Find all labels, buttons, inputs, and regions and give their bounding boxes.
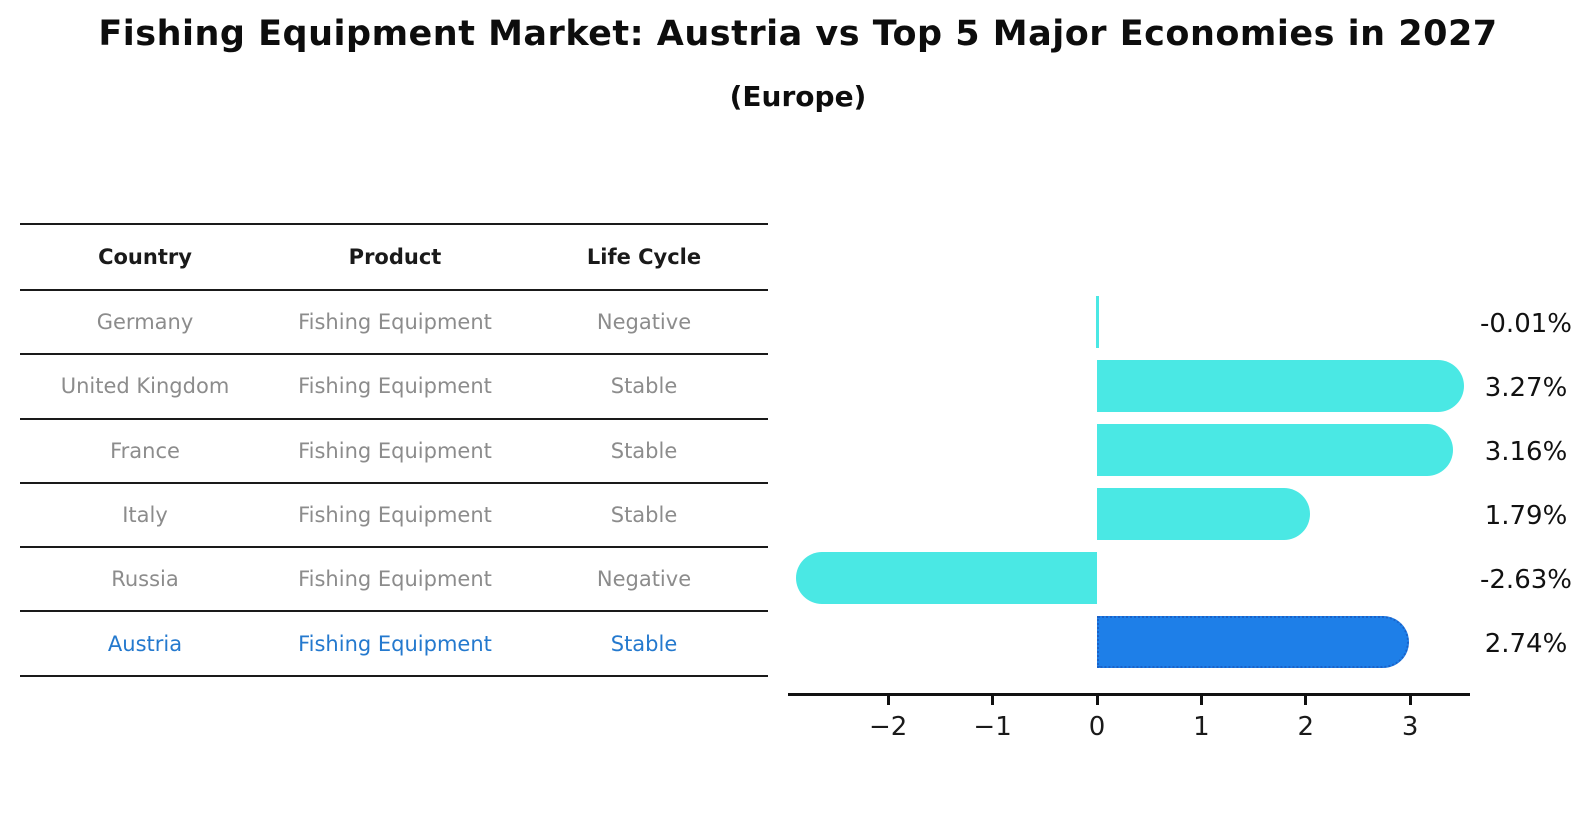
column-header-product: Product (348, 245, 442, 269)
value-label-austria: 2.74% (1484, 629, 1568, 659)
chart-subtitle: (Europe) (729, 80, 867, 113)
cell-country: France (110, 438, 180, 463)
table-row-italy: Italy Fishing Equipment Stable (20, 484, 768, 549)
x-tick-label: 1 (1193, 712, 1210, 742)
value-label-italy: 1.79% (1484, 501, 1568, 531)
chart-title: Fishing Equipment Market: Austria vs Top… (98, 14, 1498, 54)
cell-product: Fishing Equipment (298, 374, 492, 399)
x-tick-label: 2 (1297, 712, 1315, 742)
cell-life-cycle: Stable (610, 438, 678, 463)
cell-product: Fishing Equipment (298, 631, 492, 656)
bar-germany (1095, 296, 1099, 348)
x-axis-line (788, 693, 1470, 696)
cell-life-cycle: Stable (610, 631, 678, 656)
cell-country: Austria (107, 631, 183, 656)
cell-product: Fishing Equipment (298, 567, 492, 592)
cell-product: Fishing Equipment (298, 503, 492, 528)
bar-italy (1097, 488, 1310, 540)
table-row-germany: Germany Fishing Equipment Negative (20, 291, 768, 356)
column-header-life-cycle: Life Cycle (586, 245, 702, 269)
value-label-united-kingdom: 3.27% (1484, 373, 1568, 403)
bar-france (1097, 424, 1453, 476)
cell-life-cycle: Negative (596, 310, 692, 335)
table-row-united-kingdom: United Kingdom Fishing Equipment Stable (20, 355, 768, 420)
x-tick (1304, 696, 1308, 705)
x-tick (1095, 696, 1099, 705)
x-tick (991, 696, 995, 705)
table-header-row: Country Product Life Cycle (20, 223, 768, 291)
x-tick-label: −2 (869, 712, 908, 742)
cell-country: Germany (96, 310, 194, 335)
cell-product: Fishing Equipment (298, 310, 492, 335)
value-label-russia: -2.63% (1480, 565, 1572, 595)
x-tick (1199, 696, 1203, 705)
x-tick-label: 3 (1401, 712, 1419, 742)
bar-united-kingdom (1097, 360, 1465, 412)
table-row-austria: Austria Fishing Equipment Stable (20, 612, 768, 677)
column-header-country: Country (98, 245, 192, 269)
cell-country: United Kingdom (60, 374, 230, 399)
value-label-france: 3.16% (1484, 437, 1568, 467)
x-tick-label: −1 (973, 712, 1012, 742)
x-tick-label: 0 (1088, 712, 1106, 742)
cell-product: Fishing Equipment (298, 438, 492, 463)
bar-austria (1097, 616, 1410, 668)
cell-country: Italy (122, 503, 168, 528)
table-row-france: France Fishing Equipment Stable (20, 420, 768, 484)
cell-life-cycle: Stable (610, 503, 678, 528)
value-label-germany: -0.01% (1480, 309, 1572, 339)
cell-life-cycle: Stable (610, 374, 678, 399)
cell-country: Russia (111, 567, 179, 592)
cell-life-cycle: Negative (596, 567, 692, 592)
x-tick (886, 696, 890, 705)
table-row-russia: Russia Fishing Equipment Negative (20, 548, 768, 613)
x-tick (1408, 696, 1412, 705)
bar-russia (796, 552, 1097, 604)
country-table: Country Product Life Cycle Germany Fishi… (20, 223, 768, 677)
